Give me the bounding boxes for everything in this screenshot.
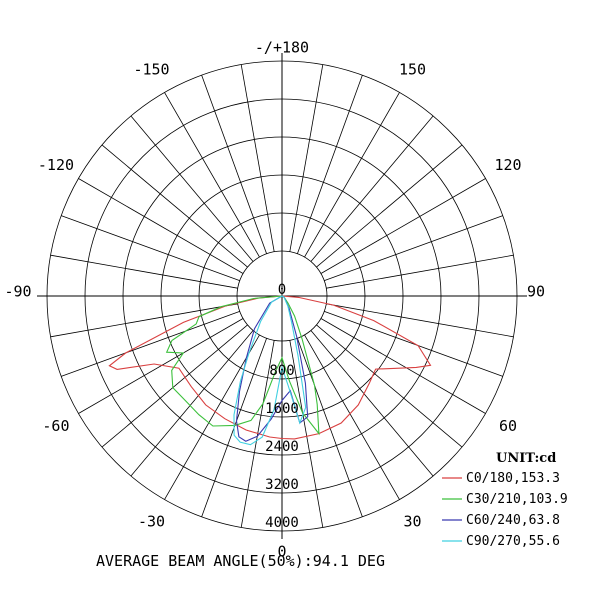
angle-label: 60: [499, 417, 517, 435]
grid-spoke: [304, 334, 400, 500]
series-curve-2: [235, 295, 309, 442]
grid-spoke: [164, 334, 260, 500]
series-curve-1: [165, 295, 320, 436]
grid-spoke: [324, 215, 503, 281]
grid-spoke: [50, 303, 238, 338]
legend: UNIT:cd C0/180,153.3 C30/210,103.9 C60/240…: [442, 451, 568, 549]
radial-tick-label: 4000: [265, 515, 299, 531]
legend-entry-label: C60/240,63.8: [466, 513, 560, 528]
angle-label: 30: [403, 513, 421, 531]
angle-label: -/+180: [255, 39, 309, 57]
radial-tick-label: 1600: [265, 401, 299, 417]
grid-spoke: [326, 303, 514, 338]
angle-label: -90: [4, 283, 31, 301]
grid-spoke: [297, 75, 363, 254]
grid-spoke: [297, 338, 363, 517]
grid-spoke: [240, 64, 275, 252]
grid-spoke: [61, 311, 240, 377]
legend-entry-label: C30/210,103.9: [466, 492, 568, 507]
grid-spoke: [201, 75, 267, 254]
grid-spoke: [320, 178, 486, 274]
legend-entry-label: C90/270,55.6: [466, 534, 560, 549]
beam-angle-footer: AVERAGE BEAM ANGLE(50%):94.1 DEG: [96, 552, 385, 570]
grid-spoke: [130, 330, 254, 477]
grid-spoke: [289, 340, 324, 528]
radial-tick-label: 3200: [265, 477, 299, 493]
axis-labels: 0 800 1600 2400 3200 4000 -/+180 -150 150 -120 120…: [4, 39, 545, 561]
radial-tick-label: 800: [269, 363, 294, 379]
radial-tick-label: 2400: [265, 439, 299, 455]
grid-spoke: [61, 215, 240, 281]
radial-tick-label: 0: [278, 282, 286, 298]
series-curve-0: [108, 295, 432, 440]
grid-spoke: [316, 324, 463, 448]
grid-spoke: [130, 115, 254, 262]
legend-unit-label: UNIT:cd: [496, 451, 556, 466]
angle-label: -30: [138, 513, 165, 531]
angle-label: 150: [399, 60, 426, 78]
grid-spoke: [304, 92, 400, 258]
legend-entry-label: C0/180,153.3: [466, 471, 560, 486]
grid-spoke: [50, 254, 238, 289]
polar-grid: [37, 53, 527, 539]
grid-spoke: [324, 311, 503, 377]
grid-spoke: [164, 92, 260, 258]
grid-spoke: [310, 330, 434, 477]
angle-label: 90: [527, 283, 545, 301]
series-curve-3: [233, 295, 307, 446]
grid-spoke: [310, 115, 434, 262]
series-curves: [108, 295, 432, 446]
angle-label: 0: [277, 543, 286, 561]
grid-spoke: [320, 318, 486, 414]
grid-spoke: [316, 144, 463, 268]
angle-label: -150: [133, 60, 169, 78]
angle-label: -120: [38, 156, 74, 174]
grid-spoke: [326, 254, 514, 289]
angle-label: 120: [494, 156, 521, 174]
grid-spoke: [78, 318, 244, 414]
grid-spoke: [78, 178, 244, 274]
grid-spoke: [101, 324, 248, 448]
angle-label: -60: [42, 417, 69, 435]
grid-spoke: [101, 144, 248, 268]
grid-spoke: [289, 64, 324, 252]
